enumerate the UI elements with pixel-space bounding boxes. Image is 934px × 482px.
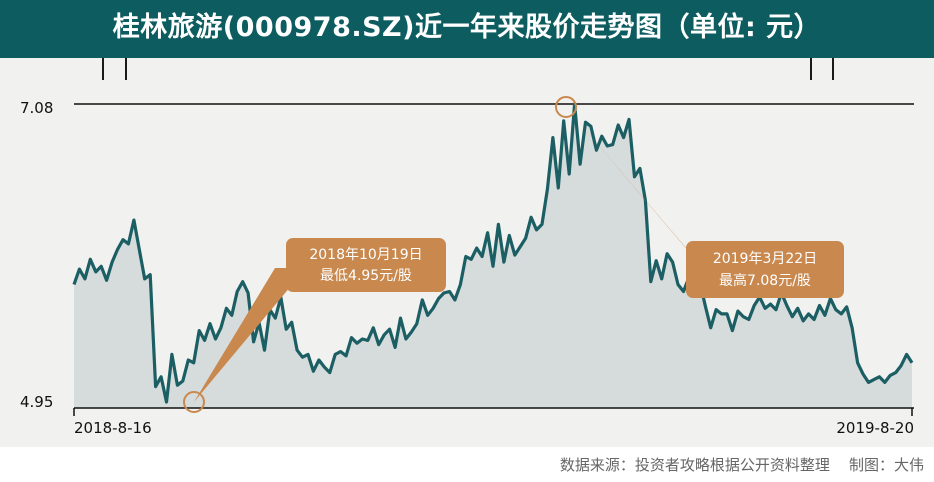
chart-title: 桂林旅游(000978.SZ)近一年来股价走势图（单位: 元）: [112, 12, 822, 43]
callout-title-low: 2018年10月19日: [309, 247, 422, 263]
callout-pointer-low: [194, 268, 306, 402]
source-note: 数据来源：投资者攻略根据公开资料整理 制图：大伟: [559, 456, 924, 474]
x-tick-label-end: 2019-8-20: [836, 419, 914, 437]
y-tick-label-min: 4.95: [20, 393, 53, 411]
title-banner: 桂林旅游(000978.SZ)近一年来股价走势图（单位: 元）: [0, 0, 934, 58]
callout-text-high: 最高7.08元/股: [719, 272, 811, 289]
marker-high: [555, 96, 577, 118]
y-tick-label-max: 7.08: [20, 99, 53, 117]
hanging-tabs: [102, 58, 834, 80]
callout-text-low: 最低4.95元/股: [320, 268, 412, 284]
callout-pointer-high: [566, 107, 710, 276]
price-area: [74, 104, 912, 408]
annotation-high: 2019年3月22日 最高7.08元/股: [555, 96, 844, 298]
price-line: [72, 102, 914, 404]
x-tick-label-start: 2018-8-16: [74, 419, 152, 437]
callout-box-low: [286, 238, 446, 292]
callout-title-high: 2019年3月22日: [713, 251, 817, 267]
annotation-low: 2018年10月19日 最低4.95元/股: [183, 238, 446, 413]
callout-box-high: [686, 241, 844, 298]
marker-low: [183, 391, 205, 413]
